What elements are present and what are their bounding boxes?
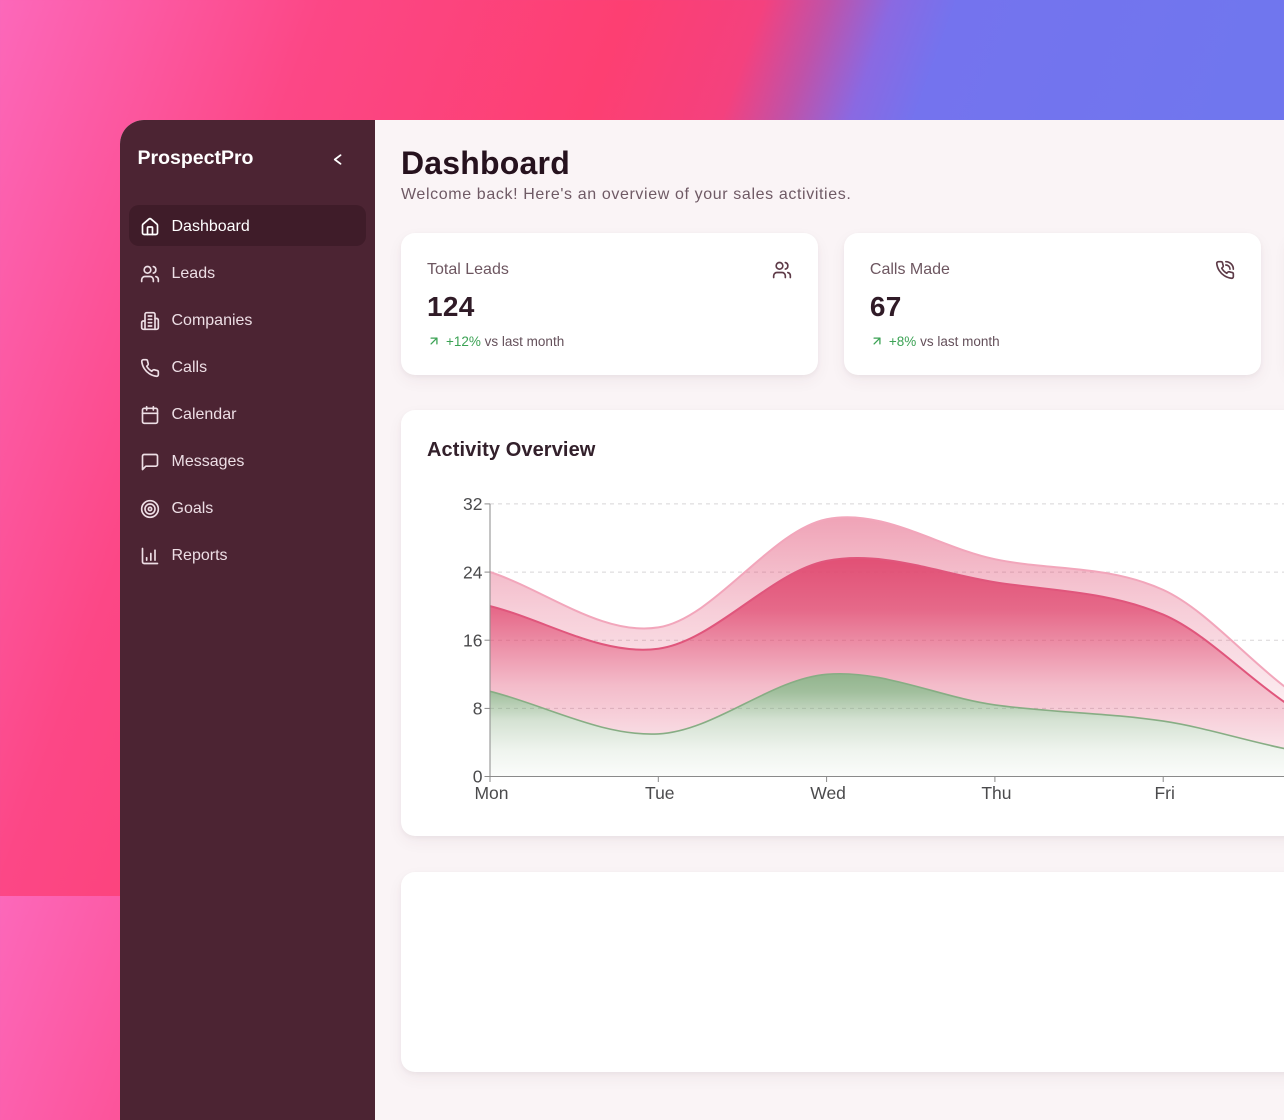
svg-text:Mon: Mon [474,783,508,803]
svg-text:Tue: Tue [645,783,675,803]
svg-text:16: 16 [463,630,482,650]
svg-text:Fri: Fri [1154,783,1174,803]
svg-text:Thu: Thu [981,783,1011,803]
svg-text:0: 0 [473,767,483,787]
svg-text:24: 24 [463,562,483,582]
svg-text:Wed: Wed [810,783,846,803]
svg-text:8: 8 [473,699,483,719]
svg-text:32: 32 [463,494,482,514]
